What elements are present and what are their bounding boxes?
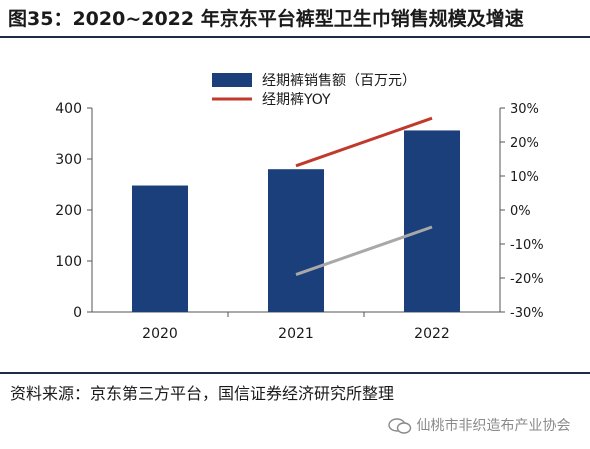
legend-swatch-bar — [212, 73, 252, 87]
watermark: 仙桃市非织造布产业协会 — [388, 412, 584, 440]
source-divider — [0, 372, 590, 374]
legend: 经期裤销售额（百万元） 经期裤YOY — [212, 73, 416, 108]
bar — [268, 169, 324, 312]
source-note: 资料来源：京东第三方平台，国信证券经济研究所整理 — [10, 384, 395, 403]
left-axis-tick-label: 100 — [55, 254, 82, 270]
left-axis-tick-label: 200 — [55, 203, 82, 219]
right-axis-tick-label: -20% — [510, 272, 544, 287]
plot-area: 0 100 200 300 400 -30% -20% -10% 0% 10% 20% 30% 2020… — [55, 101, 543, 342]
right-axis-tick-label: -10% — [510, 238, 544, 253]
wechat-logo-icon — [388, 418, 412, 434]
x-axis-tick-label: 2020 — [142, 326, 178, 342]
right-axis-tick-label: 30% — [510, 102, 539, 117]
bar — [404, 130, 460, 312]
yoy-line-segment — [295, 116, 433, 168]
legend-label-bar: 经期裤销售额（百万元） — [262, 73, 416, 89]
grey-line-segment — [295, 225, 433, 277]
watermark-text: 仙桃市非织造布产业协会 — [416, 418, 571, 434]
figure-title: 图35：2020~2022 年京东平台裤型卫生巾销售规模及增速 — [8, 8, 524, 30]
left-axis-tick-label: 400 — [55, 101, 82, 117]
left-axis-tick-label: 300 — [55, 152, 82, 168]
right-axis-tick-label: 20% — [510, 136, 539, 151]
right-axis-tick-label: 0% — [510, 204, 531, 219]
x-axis-tick-label: 2022 — [414, 326, 450, 342]
left-axis-tick-label: 0 — [73, 305, 82, 321]
right-axis-tick-label: 10% — [510, 170, 539, 185]
chart: 经期裤销售额（百万元） 经期裤YOY 0 100 200 300 400 -30% -20%… — [55, 73, 544, 342]
legend-label-line: 经期裤YOY — [262, 92, 331, 108]
title-divider — [0, 36, 590, 38]
right-axis-tick-label: -30% — [510, 306, 544, 321]
bar — [132, 185, 188, 312]
x-axis-tick-label: 2021 — [278, 326, 314, 342]
